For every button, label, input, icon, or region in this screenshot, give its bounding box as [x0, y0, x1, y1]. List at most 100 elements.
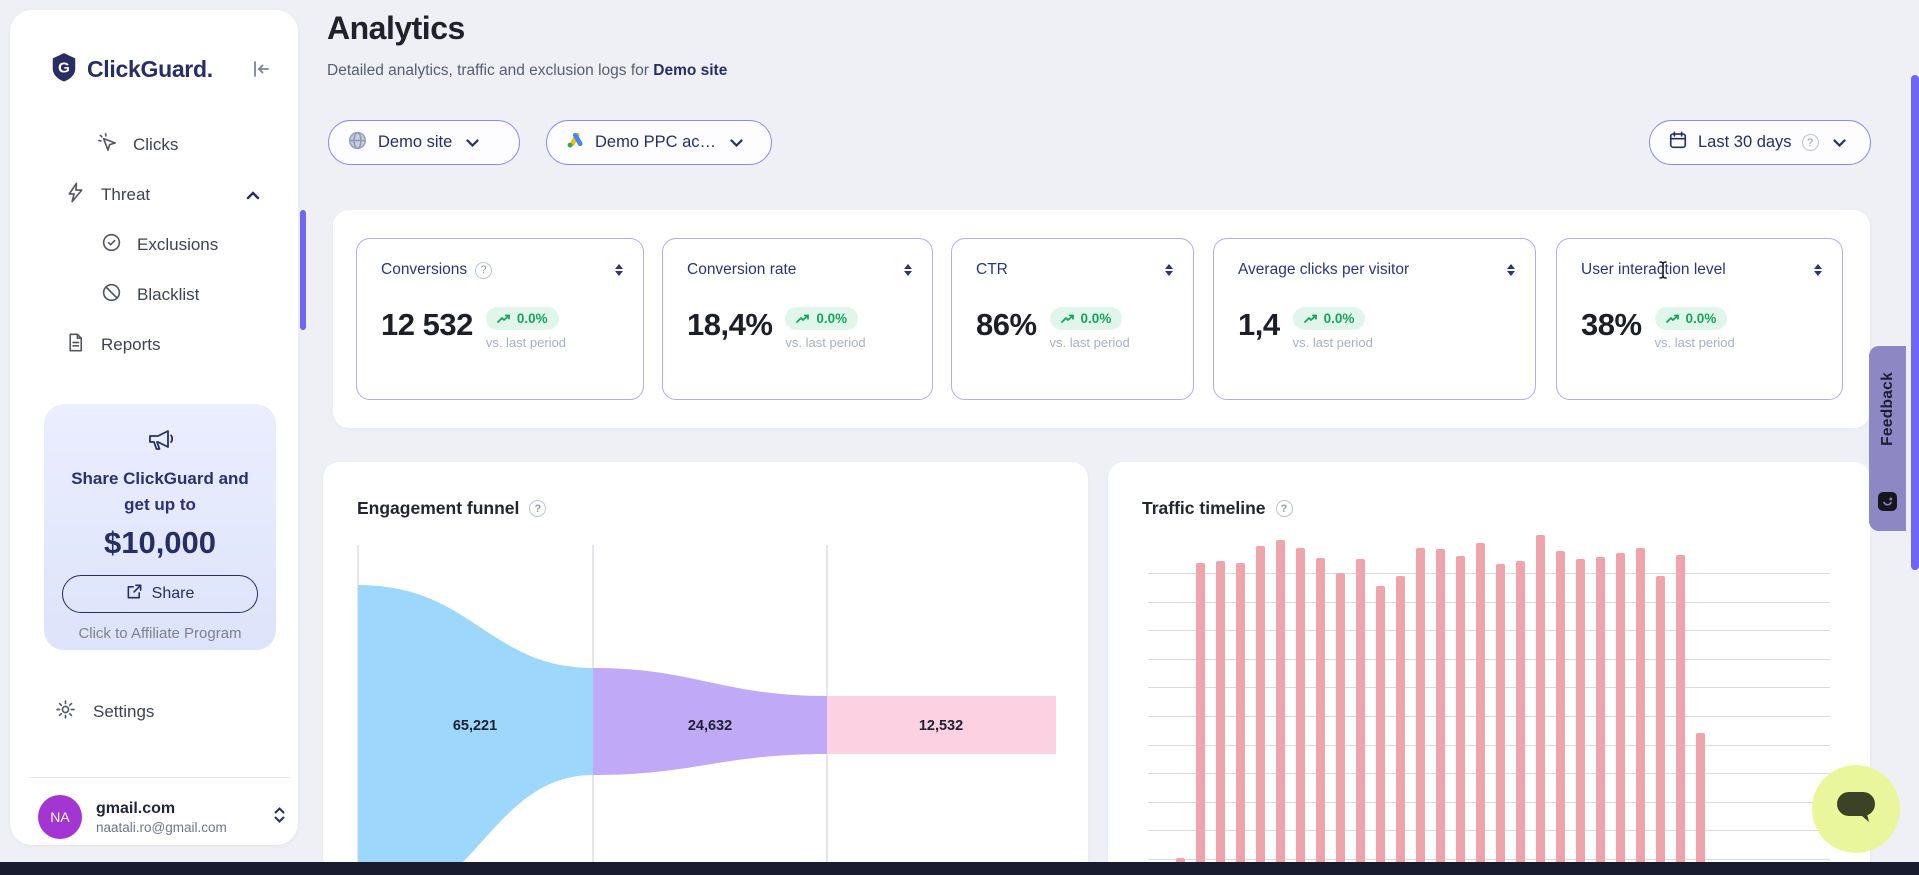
gridline: [1148, 601, 1830, 603]
traffic-bar: [1676, 555, 1685, 875]
subtitle-site-name: Demo site: [653, 62, 728, 79]
sort-updown-icon[interactable]: [904, 264, 912, 276]
trending-up-icon: [1665, 314, 1679, 323]
account-email: naatali.ro@gmail.com: [96, 819, 227, 835]
sort-updown-icon[interactable]: [1507, 264, 1515, 276]
chevron-up-icon[interactable]: [246, 185, 260, 205]
metric-trend: 0.0% vs. last period: [1292, 307, 1373, 350]
google-ads-icon: [565, 130, 585, 155]
trending-up-icon: [1303, 314, 1317, 323]
funnel-chart-title: Engagement funnel: [357, 498, 520, 518]
gear-icon: [54, 698, 77, 726]
avatar: NA: [38, 795, 82, 839]
traffic-bar: [1416, 548, 1425, 875]
sidebar-item-exclusions[interactable]: Exclusions: [100, 228, 218, 262]
sidebar-item-label: Threat: [101, 185, 151, 204]
sort-updown-icon[interactable]: [1165, 264, 1173, 276]
funnel-stage-value: 65,221: [453, 718, 497, 734]
help-circle-icon[interactable]: ?: [529, 500, 547, 517]
sidebar-item-clicks[interactable]: Clicks: [96, 128, 178, 162]
account-info: gmail.com naatali.ro@gmail.com: [96, 800, 227, 835]
trending-up-icon: [1060, 314, 1074, 323]
document-icon: [64, 331, 87, 359]
divider: [28, 777, 290, 778]
logo[interactable]: G ClickGuard.: [50, 52, 213, 87]
help-circle-icon[interactable]: ?: [1801, 134, 1819, 151]
metric-trend: 0.0% vs. last period: [785, 307, 866, 350]
gridline: [1148, 859, 1830, 860]
traffic-bar: [1576, 559, 1585, 875]
funnel-stage-engaged[interactable]: [593, 668, 827, 775]
shield-g-icon: G: [50, 52, 78, 87]
metric-value: 18,4%: [687, 307, 773, 342]
traffic-bar: [1536, 535, 1545, 875]
share-button[interactable]: Share: [62, 575, 258, 613]
traffic-bar: [1336, 573, 1345, 875]
page-scrollbar-thumb[interactable]: [1911, 75, 1919, 570]
metric-card-conversions[interactable]: Conversions ? 12 532 0.0% vs. last perio…: [356, 238, 644, 400]
funnel-stage-value: 12,532: [919, 718, 963, 734]
chevron-down-icon: [466, 133, 479, 152]
engagement-funnel-panel: Engagement funnel ? 65,221 24,632 12,532: [323, 462, 1088, 875]
external-link-icon: [126, 583, 143, 605]
metric-card-conversion-rate[interactable]: Conversion rate 18,4% 0.0% vs. last peri…: [662, 238, 933, 400]
badge-check-icon: [100, 231, 123, 259]
sidebar-item-label: Reports: [101, 335, 161, 354]
metric-trend: 0.0% vs. last period: [1654, 307, 1735, 350]
gridline: [1148, 773, 1830, 775]
traffic-bar: [1316, 558, 1325, 875]
gridline: [1148, 744, 1830, 746]
sidebar-item-reports[interactable]: Reports: [64, 328, 161, 362]
metric-title: Average clicks per visitor: [1238, 261, 1410, 278]
sidebar-item-blacklist[interactable]: Blacklist: [100, 278, 199, 312]
calendar-icon: [1668, 130, 1688, 155]
traffic-bar: [1296, 548, 1305, 875]
traffic-bar: [1656, 576, 1665, 875]
sidebar-scrollbar-thumb[interactable]: [300, 210, 306, 330]
metric-caption: vs. last period: [1292, 335, 1373, 350]
sidebar-item-threat[interactable]: Threat: [64, 178, 260, 212]
metric-caption: vs. last period: [785, 335, 866, 350]
sidebar-item-label: Settings: [93, 702, 155, 721]
ppc-account-selector[interactable]: Demo PPC ac…: [546, 120, 772, 165]
affiliate-promo-card[interactable]: Share ClickGuard and get up to $10,000 S…: [44, 404, 276, 650]
sort-updown-icon[interactable]: [615, 264, 623, 276]
sidebar-item-settings[interactable]: Settings: [54, 698, 154, 726]
chat-bubble-icon: [1834, 790, 1878, 829]
sort-updown-icon[interactable]: [1814, 264, 1822, 276]
metric-trend: 0.0% vs. last period: [1049, 307, 1130, 350]
metric-card-ctr[interactable]: CTR 86% 0.0% vs. last period: [951, 238, 1194, 400]
help-circle-icon[interactable]: ?: [1275, 500, 1293, 517]
metric-caption: vs. last period: [485, 335, 567, 350]
sidebar: G ClickGuard. Clicks Threat Exclusions B…: [10, 10, 306, 845]
feedback-tab[interactable]: Feedback: [1869, 346, 1906, 531]
metric-title: User interaction level: [1581, 261, 1726, 278]
feedback-label: Feedback: [1878, 372, 1896, 446]
traffic-bar: [1456, 556, 1465, 875]
funnel-stage-visitors[interactable]: [358, 585, 593, 875]
date-range-selector[interactable]: Last 30 days ?: [1649, 120, 1871, 165]
gridline: [1148, 687, 1830, 689]
help-circle-icon[interactable]: ?: [475, 261, 493, 279]
promo-title: Share ClickGuard and get up to: [71, 469, 249, 514]
funnel-stage-converted[interactable]: [827, 696, 1056, 754]
promo-amount: $10,000: [103, 525, 217, 560]
chevron-updown-icon[interactable]: [273, 806, 286, 829]
chevron-down-icon: [1832, 133, 1846, 152]
gridline: [1148, 716, 1830, 717]
traffic-bar: [1276, 540, 1285, 875]
page-title: Analytics: [327, 10, 465, 46]
site-selector[interactable]: Demo site: [328, 120, 520, 165]
megaphone-icon: [143, 422, 177, 461]
chat-launcher-button[interactable]: [1812, 765, 1900, 853]
traffic-bar: [1476, 543, 1485, 875]
ppc-account-value: Demo PPC ac…: [595, 133, 717, 151]
site-selector-value: Demo site: [378, 133, 453, 151]
metric-card-avg-clicks[interactable]: Average clicks per visitor 1,4 0.0% vs. …: [1213, 238, 1536, 400]
traffic-bar: [1236, 563, 1245, 875]
account-switcher[interactable]: NA gmail.com naatali.ro@gmail.com: [38, 793, 286, 841]
collapse-sidebar-icon[interactable]: [250, 58, 272, 80]
metric-card-interaction-level[interactable]: User interaction level 38% 0.0% vs. last…: [1556, 238, 1843, 400]
logo-text: ClickGuard.: [87, 56, 213, 82]
traffic-bar: [1396, 576, 1405, 875]
